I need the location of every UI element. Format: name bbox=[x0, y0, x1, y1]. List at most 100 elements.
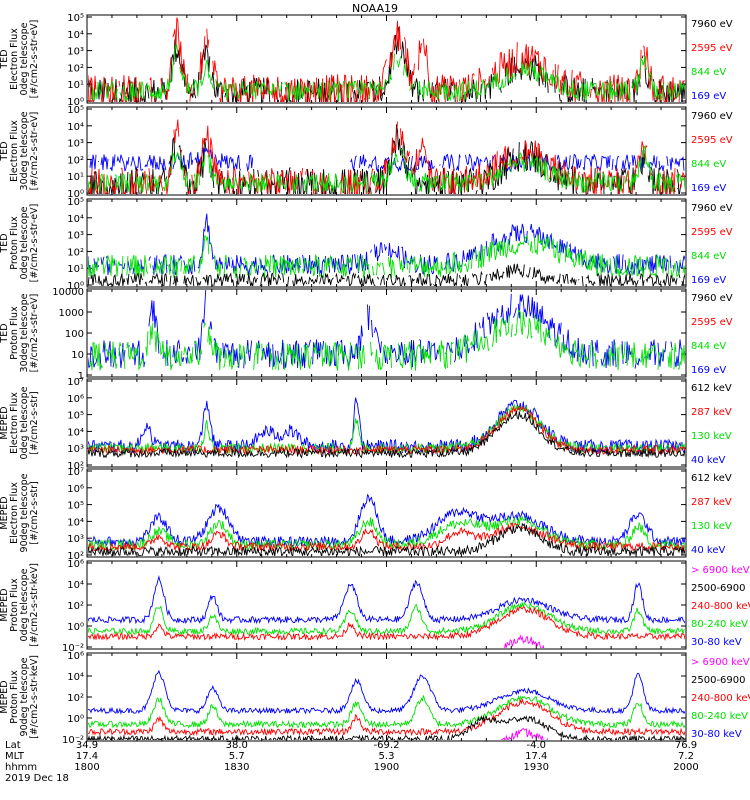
series-line bbox=[88, 263, 685, 286]
y-tick-label: 1 bbox=[78, 371, 84, 382]
footer-tick-value: 34.9 bbox=[76, 740, 98, 751]
legend-entry: 287 keV bbox=[691, 407, 732, 418]
y-tick-label: 10 bbox=[71, 350, 84, 361]
y-axis-label-line: 30deg telescope bbox=[19, 111, 30, 190]
footer-tick-value: 5.3 bbox=[379, 751, 395, 762]
legend-entry: 30-80 keV bbox=[691, 729, 742, 740]
series-line bbox=[88, 234, 685, 280]
legend-entry: 169 eV bbox=[691, 275, 726, 286]
legend-entry: 612 keV bbox=[691, 383, 732, 394]
y-axis-label-line: [#/cm2-s-str-eV] bbox=[29, 294, 40, 373]
y-tick-label: 10⁴ bbox=[67, 30, 84, 41]
y-tick-label: 10⁵ bbox=[67, 197, 84, 208]
footer-row-label: Lat bbox=[5, 740, 21, 751]
series-group bbox=[88, 17, 685, 102]
y-axis-label: MEPEDElectron Flux0deg telescope[#/cm2-s… bbox=[0, 386, 40, 459]
footer-row-label: hhmm bbox=[5, 762, 37, 773]
y-tick-label: 10³ bbox=[67, 444, 84, 455]
footer-tick-value: 2000 bbox=[673, 762, 698, 773]
legend-entry: 7960 eV bbox=[691, 203, 733, 214]
y-tick-label: 10¹ bbox=[67, 80, 84, 91]
legend-entry: 2595 eV bbox=[691, 43, 733, 54]
y-axis-label-line: 0deg telescope bbox=[19, 568, 30, 641]
y-axis-label-line: Electron Flux bbox=[9, 120, 20, 182]
y-axis-label: MEPEDElectron Flux90deg telescope[#/cm2-… bbox=[0, 473, 40, 552]
series-line bbox=[88, 119, 685, 194]
y-tick-label: 10¹ bbox=[67, 172, 84, 183]
y-tick-label: 10⁻² bbox=[62, 735, 84, 746]
legend-entry: > 6900 keV bbox=[691, 565, 750, 576]
y-axis-label-line: Proton Flux bbox=[9, 670, 20, 724]
y-axis-label-line: TED bbox=[0, 49, 10, 69]
y-axis-label-line: [#/cm2-s-str-eV] bbox=[29, 112, 40, 191]
y-axis-label-line: Electron Flux bbox=[9, 392, 20, 454]
y-axis-label-line: Electron Flux bbox=[9, 28, 20, 90]
y-axis-label-line: MEPED bbox=[0, 406, 10, 439]
legend-entry: 130 keV bbox=[691, 521, 732, 532]
series-line bbox=[88, 669, 685, 715]
y-axis-label-line: Proton Flux bbox=[9, 216, 20, 270]
y-axis-label-line: [#/cm2-s-str-keV] bbox=[29, 563, 40, 647]
footer-tick-value: 76.9 bbox=[675, 740, 697, 751]
panel-6: 10⁷ 10⁶ 10⁵ 10⁴ 10³ 10² MEPEDElectron Flux90de… bbox=[0, 467, 732, 562]
panel-4: 10000 1000 100 10 1 TEDProton Flux30deg teles… bbox=[0, 287, 733, 382]
y-axis-label: MEPEDProton Flux90deg telescope[#/cm2-s-… bbox=[0, 655, 40, 739]
chart-title: NOAA19 bbox=[352, 2, 398, 15]
y-tick-label: 10⁵ bbox=[67, 501, 84, 512]
legend-entry: 40 keV bbox=[691, 545, 725, 556]
series-group bbox=[88, 119, 685, 194]
y-tick-label: 10⁴ bbox=[67, 427, 84, 438]
y-tick-label: 10⁻² bbox=[62, 643, 84, 654]
legend-entry: 80-240 keV bbox=[691, 711, 748, 722]
y-tick-label: 100 bbox=[65, 329, 84, 340]
y-tick-label: 10² bbox=[67, 461, 84, 472]
footer-tick-value: 1830 bbox=[224, 762, 249, 773]
y-axis-label-line: 0deg telescope bbox=[19, 386, 30, 459]
y-axis-label-line: TED bbox=[0, 233, 10, 253]
legend-entry: 7960 eV bbox=[691, 111, 733, 122]
y-tick-label: 10⁴ bbox=[67, 122, 84, 133]
y-tick-label: 10⁵ bbox=[67, 411, 84, 422]
y-tick-label: 10² bbox=[67, 247, 84, 258]
legend-entry: 844 eV bbox=[691, 67, 726, 78]
y-tick-label: 10² bbox=[67, 551, 84, 562]
panel-frame bbox=[86, 652, 687, 742]
series-group bbox=[88, 575, 685, 648]
panel-8: 10⁶ 10⁴ 10² 10⁰ 10⁻² MEPEDProton Flux90deg te… bbox=[0, 651, 750, 746]
y-tick-label: 1000 bbox=[59, 308, 84, 319]
footer-tick-value: 1800 bbox=[74, 762, 99, 773]
panel-1: 10⁵ 10⁴ 10³ 10² 10¹ 10⁰ TEDElectron Flux0deg t… bbox=[0, 13, 733, 108]
y-tick-label: 10³ bbox=[67, 231, 84, 242]
y-tick-label: 10⁰ bbox=[67, 281, 84, 292]
y-tick-label: 10⁶ bbox=[67, 484, 84, 495]
legend-entry: 240-800 keV bbox=[691, 693, 750, 704]
y-axis-label-line: 30deg telescope bbox=[19, 293, 30, 372]
y-axis-label-line: 90deg telescope bbox=[19, 657, 30, 736]
y-tick-label: 10² bbox=[67, 693, 84, 704]
y-tick-label: 10³ bbox=[67, 47, 84, 58]
legend-entry: > 6900 keV bbox=[691, 657, 750, 668]
series-line bbox=[88, 695, 685, 729]
legend-entry: 169 eV bbox=[691, 91, 726, 102]
legend-entry: 169 eV bbox=[691, 183, 726, 194]
y-tick-label: 10⁷ bbox=[67, 377, 84, 388]
legend-entry: 240-800 keV bbox=[691, 601, 750, 612]
legend-entry: 844 eV bbox=[691, 159, 726, 170]
series-line bbox=[88, 575, 685, 625]
legend-entry: 80-240 keV bbox=[691, 619, 748, 630]
y-axis-label-line: TED bbox=[0, 323, 10, 343]
y-tick-label: 10⁴ bbox=[67, 517, 84, 528]
y-tick-label: 10² bbox=[67, 601, 84, 612]
y-tick-label: 10⁵ bbox=[67, 13, 84, 24]
panel-frame bbox=[86, 560, 687, 650]
legend-entry: 612 keV bbox=[691, 473, 732, 484]
y-axis-label: TEDProton Flux0deg telescope[#/cm2-s-str… bbox=[0, 204, 40, 283]
y-axis-label: TEDProton Flux30deg telescope[#/cm2-s-st… bbox=[0, 293, 40, 372]
y-tick-label: 10⁰ bbox=[67, 97, 84, 108]
legend-entry: 2500-6900 bbox=[691, 583, 746, 594]
y-tick-label: 10⁴ bbox=[67, 672, 84, 683]
legend-entry: 2595 eV bbox=[691, 135, 733, 146]
legend-entry: 130 keV bbox=[691, 431, 732, 442]
y-axis-label-line: 90deg telescope bbox=[19, 473, 30, 552]
